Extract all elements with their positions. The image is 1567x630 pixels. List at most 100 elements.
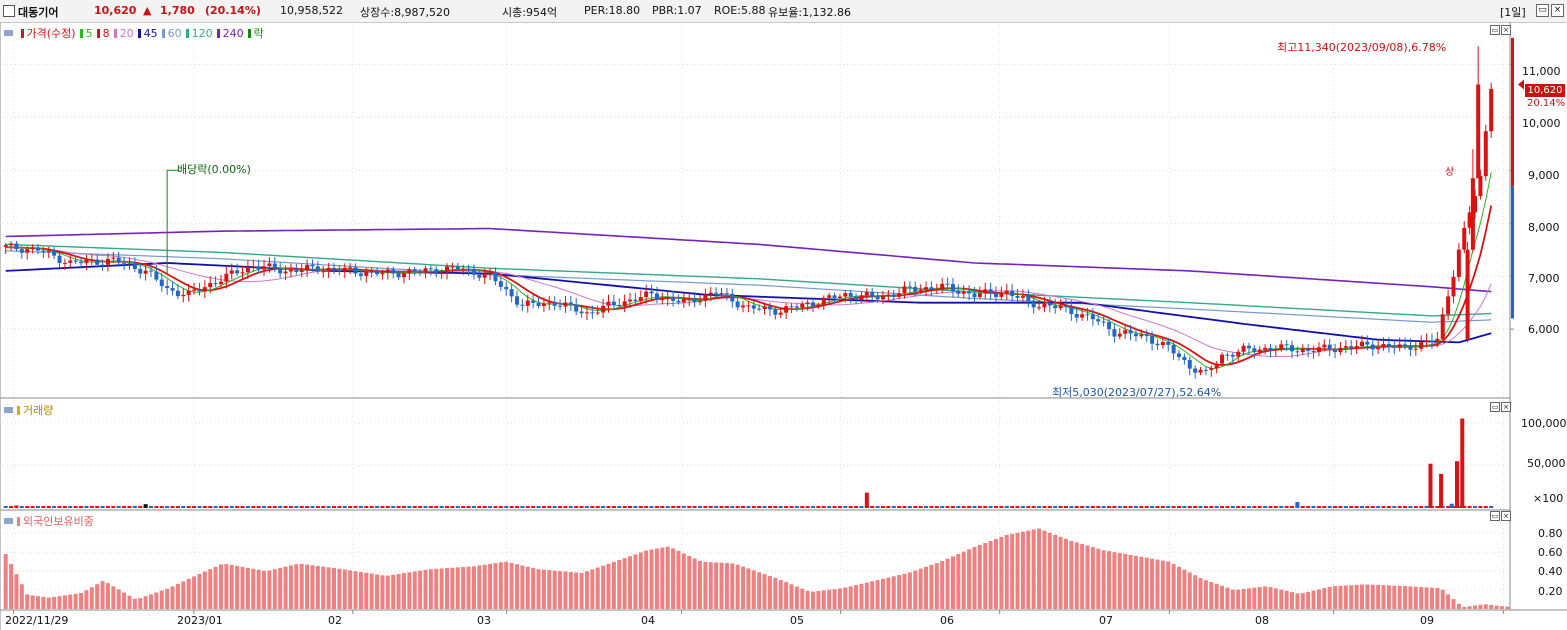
foreign-ratio-bar bbox=[1467, 606, 1472, 609]
candle-body bbox=[380, 272, 385, 275]
candle-body bbox=[563, 302, 568, 307]
legend-item[interactable]: 60 bbox=[167, 27, 182, 40]
foreign-ratio-bar bbox=[940, 561, 945, 609]
legend-item[interactable]: 45 bbox=[143, 27, 158, 40]
legend-item[interactable]: 20 bbox=[119, 27, 134, 40]
volume-bar bbox=[977, 506, 982, 508]
legend-item[interactable]: 8 bbox=[102, 27, 110, 40]
panel-grip-icon[interactable] bbox=[4, 518, 13, 524]
candle-body bbox=[68, 260, 73, 263]
legend-item[interactable]: 가격(수정) bbox=[26, 27, 76, 40]
candle-body bbox=[1435, 338, 1440, 342]
candle-body bbox=[1403, 344, 1408, 346]
foreign-ratio-bar bbox=[143, 596, 148, 609]
candle-body bbox=[100, 264, 105, 266]
foreign-ratio-bar bbox=[584, 571, 589, 609]
candle-body bbox=[950, 284, 955, 291]
candle-body bbox=[1058, 305, 1063, 309]
candle-body bbox=[310, 264, 315, 267]
volume-bar bbox=[154, 506, 159, 508]
foreign-ratio-bar bbox=[924, 566, 929, 609]
select-checkbox[interactable] bbox=[3, 5, 15, 17]
foreign-ratio-bar bbox=[929, 564, 934, 609]
legend-item[interactable]: 5 bbox=[85, 27, 93, 40]
foreign-ratio-bar bbox=[149, 594, 154, 609]
candle-body bbox=[504, 286, 509, 290]
foreign-ratio-bar bbox=[972, 547, 977, 609]
candle-body bbox=[687, 298, 692, 300]
foreign-ratio-bar bbox=[633, 554, 638, 609]
volume-bar bbox=[509, 506, 514, 508]
price-range-bar bbox=[1511, 37, 1514, 187]
foreign-ratio-bar bbox=[681, 553, 686, 609]
price-panel-close-button[interactable]: × bbox=[1501, 25, 1511, 35]
candle-body bbox=[660, 299, 665, 301]
foreign-title[interactable]: 외국인보유비중 bbox=[23, 515, 94, 528]
current-price-tag: 10,620 bbox=[1525, 84, 1565, 97]
foreign-ratio-bar bbox=[983, 542, 988, 609]
volume-bar bbox=[1225, 506, 1230, 508]
volume-bar bbox=[1300, 506, 1305, 508]
restore-window-button[interactable]: ▭ bbox=[1536, 4, 1549, 17]
stock-name[interactable]: 대동기어 bbox=[18, 6, 59, 19]
price-change: 1,780 bbox=[160, 4, 195, 17]
period-selector[interactable]: [1일] bbox=[1500, 6, 1526, 19]
volume-title[interactable]: 거래량 bbox=[23, 404, 54, 417]
candle-body bbox=[116, 257, 121, 263]
close-window-button[interactable]: × bbox=[1551, 4, 1564, 17]
volume-bar bbox=[401, 506, 406, 508]
foreign-ratio-bar bbox=[165, 588, 170, 609]
x-axis-label: 04 bbox=[641, 614, 655, 627]
candle-body bbox=[132, 263, 137, 270]
foreign-ratio-bar bbox=[1376, 584, 1381, 609]
volume-bar bbox=[1257, 506, 1262, 508]
volume-bar bbox=[568, 506, 573, 508]
candle-body bbox=[773, 309, 778, 315]
volume-panel-close-button[interactable]: × bbox=[1501, 402, 1511, 412]
volume-bar bbox=[358, 506, 363, 508]
volume-bar bbox=[757, 506, 762, 508]
foreign-ratio-bar bbox=[105, 583, 110, 609]
legend-item[interactable]: 120 bbox=[191, 27, 213, 40]
candle-body bbox=[434, 269, 439, 275]
candle-body bbox=[154, 271, 159, 280]
current-pct-tag: 20.14% bbox=[1527, 98, 1566, 109]
candle-body bbox=[714, 292, 719, 294]
volume-bar bbox=[886, 506, 891, 508]
legend-item[interactable]: 락 bbox=[253, 27, 264, 40]
volume-bar bbox=[1128, 506, 1133, 508]
legend-item[interactable]: 240 bbox=[222, 27, 244, 40]
foreign-ratio-bar bbox=[800, 588, 805, 609]
foreign-ratio-bar bbox=[794, 586, 799, 609]
volume-bar bbox=[778, 506, 783, 508]
foreign-panel-max-button[interactable]: ▭ bbox=[1490, 511, 1500, 521]
foreign-ratio-bar bbox=[1279, 589, 1284, 609]
volume-bar bbox=[1139, 506, 1144, 508]
volume-bar bbox=[89, 506, 94, 508]
candle-body bbox=[1026, 296, 1031, 301]
candle-body bbox=[1037, 307, 1042, 309]
foreign-ratio-bar bbox=[1063, 538, 1068, 609]
volume-bar bbox=[1058, 506, 1063, 508]
foreign-ratio-bar bbox=[423, 569, 428, 609]
volume-bar bbox=[724, 506, 729, 508]
candle-body bbox=[122, 262, 127, 264]
volume-bar bbox=[837, 506, 842, 508]
candle-body bbox=[455, 266, 460, 270]
foreign-panel-close-button[interactable]: × bbox=[1501, 511, 1511, 521]
foreign-ratio-bar bbox=[902, 573, 907, 609]
volume-panel-max-button[interactable]: ▭ bbox=[1490, 402, 1500, 412]
price-panel-max-button[interactable]: ▭ bbox=[1490, 25, 1500, 35]
candle-body bbox=[407, 269, 412, 274]
candle-body bbox=[1478, 176, 1483, 197]
volume-bar bbox=[305, 506, 310, 508]
volume-bar bbox=[332, 506, 337, 508]
foreign-ratio-bar bbox=[353, 571, 358, 609]
volume-bar bbox=[880, 506, 885, 508]
volume-bar bbox=[1220, 506, 1225, 508]
panel-grip-icon[interactable] bbox=[4, 30, 13, 36]
foreign-ratio-bar bbox=[41, 596, 46, 609]
volume-bar bbox=[1133, 506, 1138, 508]
panel-grip-icon[interactable] bbox=[4, 407, 13, 413]
